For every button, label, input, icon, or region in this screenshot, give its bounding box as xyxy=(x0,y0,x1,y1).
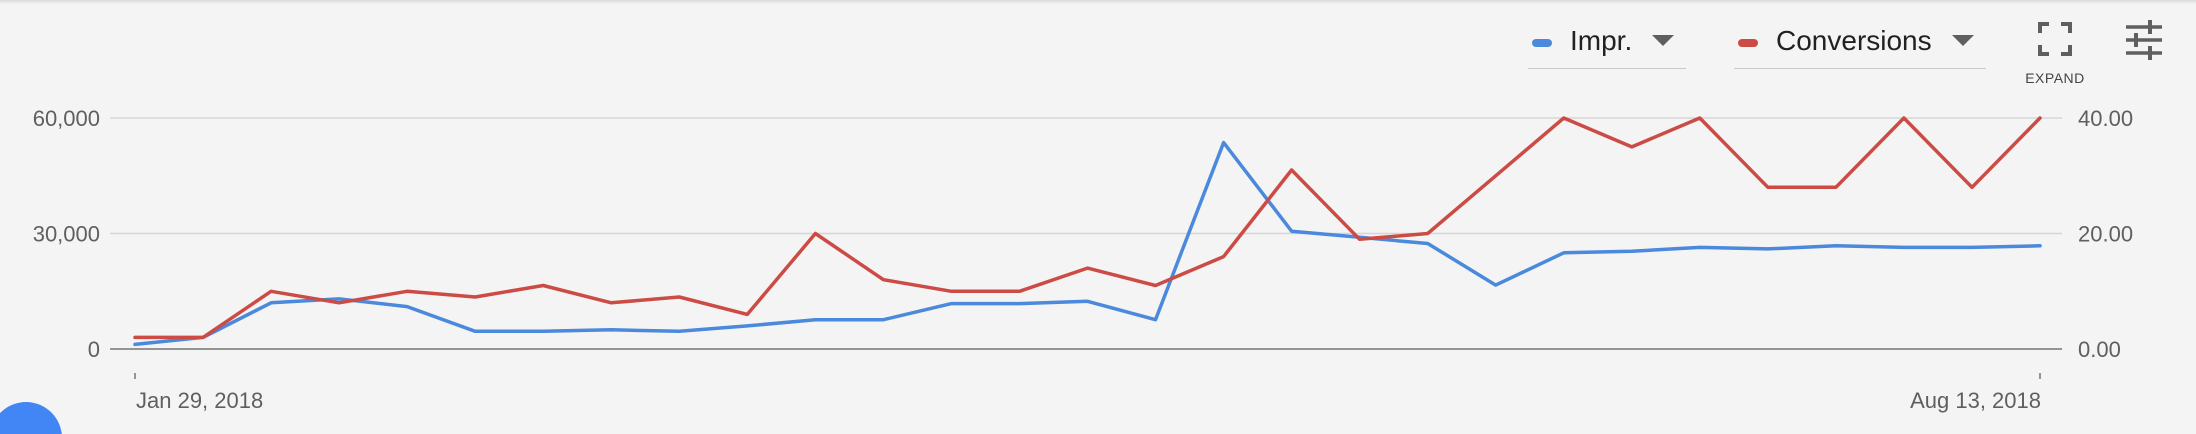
impr-legend-swatch xyxy=(1532,39,1552,47)
impr-metric-dropdown[interactable]: Impr. xyxy=(1528,18,1686,69)
impressions-series-line xyxy=(133,140,2042,347)
y-right-tick-label: 40.00 xyxy=(2078,106,2133,131)
y-left-tick-label: 0 xyxy=(88,337,100,362)
x-tick-label: Aug 13, 2018 xyxy=(1910,388,2041,413)
conversions-series-line xyxy=(133,116,2042,340)
conversions-metric-label: Conversions xyxy=(1776,25,1932,56)
tune-icon xyxy=(2126,20,2162,60)
x-tick-label: Jan 29, 2018 xyxy=(136,388,263,413)
chart-settings-button[interactable] xyxy=(2118,18,2174,66)
dropdown-arrow-icon xyxy=(1652,35,1674,46)
fullscreen-icon xyxy=(2038,22,2072,56)
top-divider xyxy=(0,0,2196,4)
series-lines xyxy=(133,116,2042,347)
expand-label: EXPAND xyxy=(2025,70,2085,86)
y-left-tick-label: 60,000 xyxy=(33,106,100,131)
conversions-legend-swatch xyxy=(1738,39,1758,47)
axes: 0 30,000 60,000 0.00 20.00 40.00 Jan 29, 2018 A… xyxy=(33,106,2133,413)
y-right-tick-label: 0.00 xyxy=(2078,337,2121,362)
y-right-tick-label: 20.00 xyxy=(2078,222,2133,247)
impr-metric-label: Impr. xyxy=(1570,25,1633,56)
conversions-metric-dropdown[interactable]: Conversions xyxy=(1734,18,1986,69)
y-left-tick-label: 30,000 xyxy=(33,222,100,247)
expand-button[interactable]: EXPAND xyxy=(2012,18,2098,90)
grid-lines xyxy=(110,117,2062,350)
dropdown-arrow-icon xyxy=(1952,35,1974,46)
